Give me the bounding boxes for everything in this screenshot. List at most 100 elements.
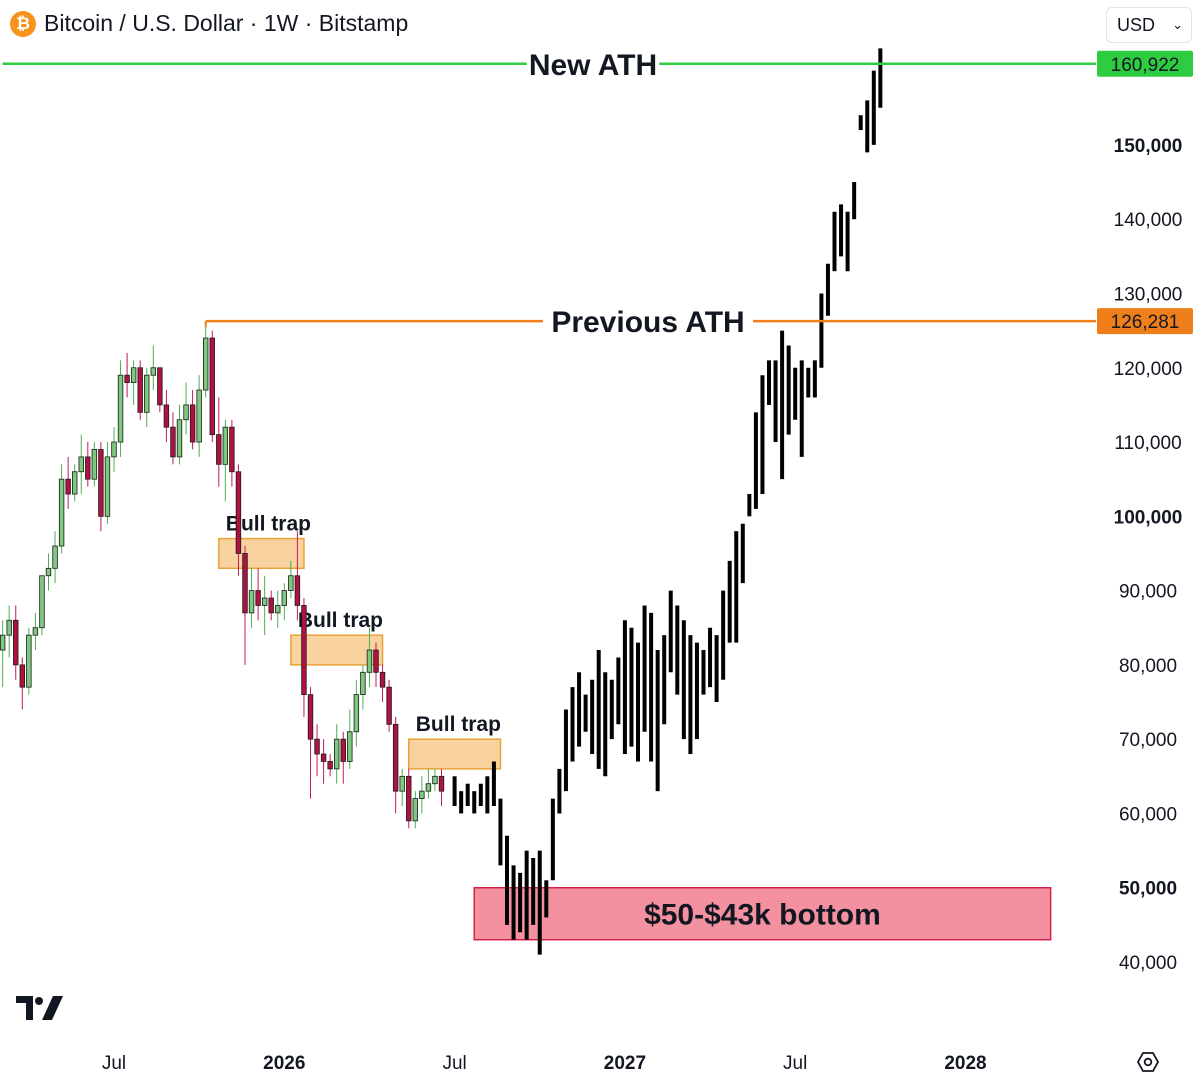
candle-body-9 bbox=[58, 478, 65, 547]
y-tick-3: 70,000 bbox=[1119, 730, 1177, 751]
candle-body-62 bbox=[406, 775, 412, 822]
candle-body-45 bbox=[294, 575, 301, 606]
y-axis[interactable]: 40,000 50,000 60,000 70,000 80,000 90,000 100,… bbox=[1114, 136, 1183, 974]
zone-label-3: $50-$43k bottom bbox=[644, 899, 881, 932]
candle-body-28 bbox=[183, 404, 189, 421]
candle-body-37 bbox=[242, 553, 248, 614]
historical-candles bbox=[0, 321, 445, 829]
candle-body-4 bbox=[26, 634, 32, 688]
symbol-header[interactable]: ₿ Bitcoin / U.S. Dollar · 1W · Bitstamp bbox=[10, 10, 408, 37]
candle-body-26 bbox=[170, 426, 176, 458]
candle-body-23 bbox=[150, 367, 156, 376]
candle-body-18 bbox=[117, 374, 124, 443]
price-tag-label-0: 160,922 bbox=[1111, 55, 1180, 76]
candle-body-67 bbox=[438, 775, 445, 792]
candle-body-32 bbox=[209, 337, 215, 436]
candle-body-0 bbox=[0, 634, 6, 651]
zone-rect-3 bbox=[473, 886, 1052, 941]
candle-body-48 bbox=[314, 738, 320, 755]
candle-body-36 bbox=[235, 471, 242, 554]
candle-body-15 bbox=[98, 449, 104, 517]
candle-body-2 bbox=[13, 619, 19, 666]
symbol-title: Bitcoin / U.S. Dollar · 1W · Bitstamp bbox=[44, 10, 409, 36]
candle-body-49 bbox=[320, 753, 327, 762]
candle-body-42 bbox=[275, 605, 281, 614]
tradingview-logo-icon[interactable] bbox=[16, 996, 64, 1022]
settings-icon[interactable] bbox=[1136, 1050, 1160, 1074]
candle-body-60 bbox=[392, 723, 399, 792]
projection-bars bbox=[452, 48, 883, 955]
candle-body-63 bbox=[412, 798, 418, 822]
candle-body-25 bbox=[163, 404, 170, 428]
candle-body-34 bbox=[222, 426, 229, 465]
candle-body-38 bbox=[248, 590, 255, 614]
x-axis[interactable]: Jul 2026 Jul 2027 Jul 2028 bbox=[102, 1053, 987, 1074]
candle-body-20 bbox=[130, 367, 137, 384]
candle-body-66 bbox=[432, 775, 438, 785]
y-tick-1: 50,000 bbox=[1119, 879, 1177, 900]
candle-body-55 bbox=[360, 671, 366, 695]
candle-body-54 bbox=[353, 694, 360, 733]
zone-label-1: Bull trap bbox=[298, 609, 383, 632]
candle-body-59 bbox=[386, 686, 392, 725]
x-tick-3: 2027 bbox=[604, 1053, 646, 1074]
x-tick-4: Jul bbox=[783, 1053, 807, 1074]
candle-body-50 bbox=[327, 761, 333, 770]
candle-body-39 bbox=[255, 590, 261, 606]
currency-selector[interactable]: USD ⌄ bbox=[1106, 7, 1192, 43]
zone-label-2: Bull trap bbox=[416, 713, 501, 736]
candle-body-29 bbox=[189, 404, 196, 443]
candle-body-31 bbox=[202, 337, 209, 391]
zone-rect-2 bbox=[408, 738, 502, 770]
chevron-down-icon: ⌄ bbox=[1172, 17, 1183, 32]
candle-body-41 bbox=[268, 597, 274, 614]
candle-body-24 bbox=[157, 367, 163, 406]
y-tick-0: 40,000 bbox=[1119, 953, 1177, 974]
price-tag-label-1: 126,281 bbox=[1111, 312, 1180, 333]
y-tick-10: 140,000 bbox=[1114, 210, 1183, 231]
candle-body-61 bbox=[399, 775, 405, 792]
candle-body-13 bbox=[85, 456, 91, 480]
zones-layer: Bull trap Bull trap Bull trap $50-$43k bott… bbox=[218, 513, 1052, 941]
candle-body-22 bbox=[144, 374, 150, 413]
zone-rect-0 bbox=[218, 537, 305, 570]
y-tick-2: 60,000 bbox=[1119, 804, 1177, 825]
y-tick-6: 100,000 bbox=[1114, 507, 1183, 528]
price-tag-0 bbox=[1097, 50, 1193, 77]
candle-body-64 bbox=[419, 790, 425, 799]
price-tag-1 bbox=[1097, 308, 1193, 335]
y-tick-9: 130,000 bbox=[1114, 284, 1183, 305]
candle-body-8 bbox=[52, 545, 58, 569]
candle-body-53 bbox=[347, 731, 353, 762]
candle-body-17 bbox=[111, 441, 117, 458]
x-tick-5: 2028 bbox=[944, 1053, 986, 1074]
candle-body-30 bbox=[196, 389, 202, 443]
candle-body-27 bbox=[176, 419, 183, 458]
candle-body-19 bbox=[124, 374, 130, 384]
y-tick-11: 150,000 bbox=[1114, 136, 1183, 157]
candle-body-33 bbox=[216, 434, 222, 465]
candle-body-6 bbox=[39, 575, 45, 629]
zone-label-0: Bull trap bbox=[226, 513, 311, 536]
candle-body-44 bbox=[288, 575, 294, 592]
candle-body-46 bbox=[301, 605, 307, 695]
candle-body-52 bbox=[340, 738, 346, 762]
candle-body-65 bbox=[425, 783, 432, 792]
candle-body-14 bbox=[91, 449, 98, 480]
candle-body-58 bbox=[379, 671, 386, 688]
x-tick-0: Jul bbox=[102, 1053, 126, 1074]
candle-body-7 bbox=[45, 567, 52, 577]
y-tick-4: 80,000 bbox=[1119, 656, 1177, 677]
candle-body-16 bbox=[104, 456, 111, 517]
candle-body-47 bbox=[307, 694, 314, 740]
x-tick-2: Jul bbox=[442, 1053, 466, 1074]
candle-body-3 bbox=[19, 664, 25, 688]
currency-label: USD bbox=[1117, 14, 1156, 35]
candle-body-57 bbox=[373, 649, 379, 673]
candle-body-10 bbox=[65, 478, 71, 495]
ref-line-label-0: New ATH bbox=[529, 49, 657, 82]
y-tick-5: 90,000 bbox=[1119, 582, 1177, 603]
y-tick-7: 110,000 bbox=[1114, 433, 1181, 454]
